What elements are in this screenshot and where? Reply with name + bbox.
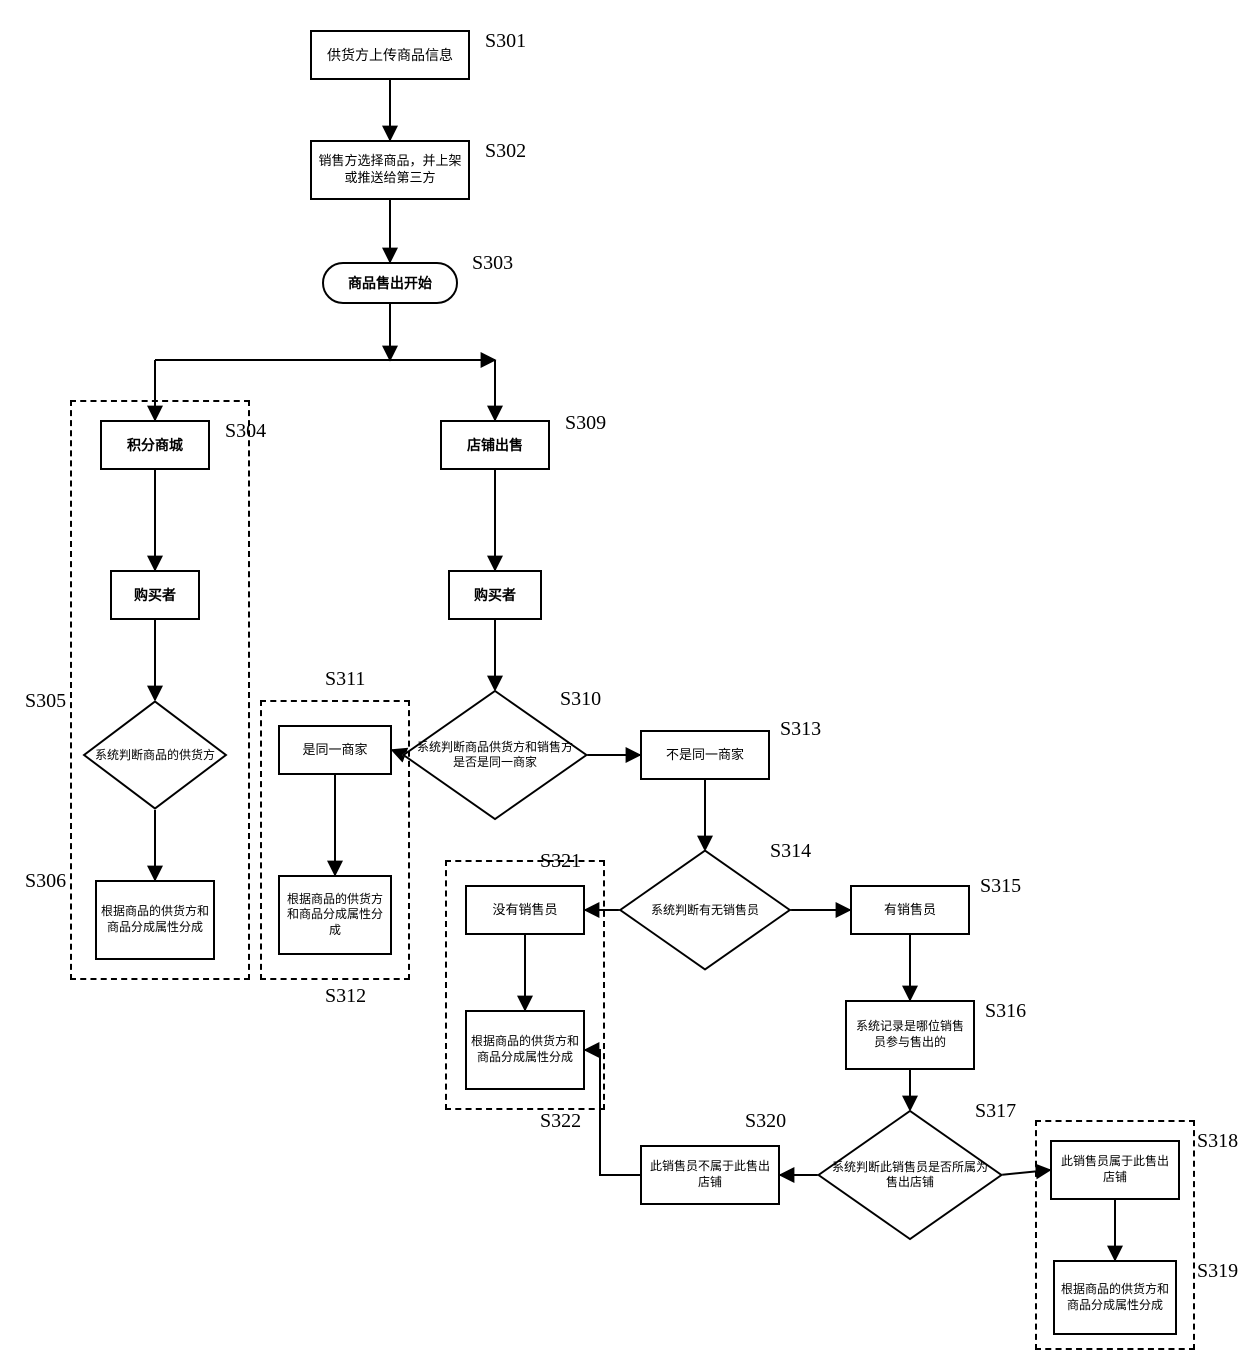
node-text: 销售方选择商品，并上架或推送给第三方 [316,153,464,187]
tag-s303: S303 [472,252,513,275]
node-buyer-b: 购买者 [448,570,542,620]
tag-s317: S317 [975,1100,1016,1123]
node-s320: 此销售员不属于此售出店铺 [640,1145,780,1205]
tag-s302: S302 [485,140,526,163]
node-text: 购买者 [134,586,176,604]
tag-s318: S318 [1197,1130,1238,1153]
node-s306: 根据商品的供货方和商品分成属性分成 [95,880,215,960]
tag-s313: S313 [780,718,821,741]
node-buyer-a: 购买者 [110,570,200,620]
node-s305: 系统判断商品的供货方 [85,700,225,810]
node-s317: 系统判断此销售员是否所属为售出店铺 [820,1110,1000,1240]
node-s314: 系统判断有无销售员 [620,850,790,970]
tag-s310: S310 [560,688,601,711]
tag-s304: S304 [225,420,266,443]
tag-s312: S312 [325,985,366,1008]
node-s309: 店铺出售 [440,420,550,470]
node-text: 不是同一商家 [666,747,744,764]
node-text: 店铺出售 [467,436,523,454]
node-text: 商品售出开始 [348,273,432,293]
node-s315: 有销售员 [850,885,970,935]
node-s312: 根据商品的供货方和商品分成属性分成 [278,875,392,955]
node-text: 系统记录是哪位销售员参与售出的 [851,1019,969,1050]
node-text: 是同一商家 [302,742,367,759]
node-s304: 积分商城 [100,420,210,470]
tag-s306: S306 [25,870,66,893]
node-s311: 是同一商家 [278,725,392,775]
node-s313: 不是同一商家 [640,730,770,780]
node-text: 根据商品的供货方和商品分成属性分成 [101,904,209,935]
node-s302: 销售方选择商品，并上架或推送给第三方 [310,140,470,200]
node-text: 此销售员属于此售出店铺 [1056,1154,1174,1185]
node-text: 供货方上传商品信息 [327,46,453,64]
tag-s311: S311 [325,668,365,691]
node-s319: 根据商品的供货方和商品分成属性分成 [1053,1260,1177,1335]
node-s322: 根据商品的供货方和商品分成属性分成 [465,1010,585,1090]
tag-s315: S315 [980,875,1021,898]
node-s321: 没有销售员 [465,885,585,935]
node-text: 此销售员不属于此售出店铺 [646,1159,774,1190]
tag-s320: S320 [745,1110,786,1133]
tag-s321: S321 [540,850,581,873]
node-text: 购买者 [474,586,516,604]
node-text: 根据商品的供货方和商品分成属性分成 [284,892,386,939]
node-s316: 系统记录是哪位销售员参与售出的 [845,1000,975,1070]
node-text: 有销售员 [884,902,936,919]
node-s310: 系统判断商品供货方和销售方是否是同一商家 [405,690,585,820]
node-text: 根据商品的供货方和商品分成属性分成 [1059,1282,1171,1313]
tag-s309: S309 [565,412,606,435]
tag-s322: S322 [540,1110,581,1133]
tag-s301: S301 [485,30,526,53]
node-text: 系统判断商品的供货方 [95,748,215,763]
node-text: 系统判断商品供货方和销售方是否是同一商家 [415,740,575,770]
node-text: 没有销售员 [492,902,557,919]
node-text: 系统判断此销售员是否所属为售出店铺 [830,1160,990,1190]
node-text: 系统判断有无销售员 [651,903,759,918]
tag-s319: S319 [1197,1260,1238,1283]
tag-s316: S316 [985,1000,1026,1023]
tag-s314: S314 [770,840,811,863]
node-text: 积分商城 [127,436,183,454]
node-text: 根据商品的供货方和商品分成属性分成 [471,1034,579,1065]
node-s303: 商品售出开始 [322,262,458,304]
node-s301: 供货方上传商品信息 [310,30,470,80]
node-s318: 此销售员属于此售出店铺 [1050,1140,1180,1200]
flowchart-canvas: 供货方上传商品信息 S301 销售方选择商品，并上架或推送给第三方 S302 商… [0,0,1240,1366]
tag-s305: S305 [25,690,66,713]
